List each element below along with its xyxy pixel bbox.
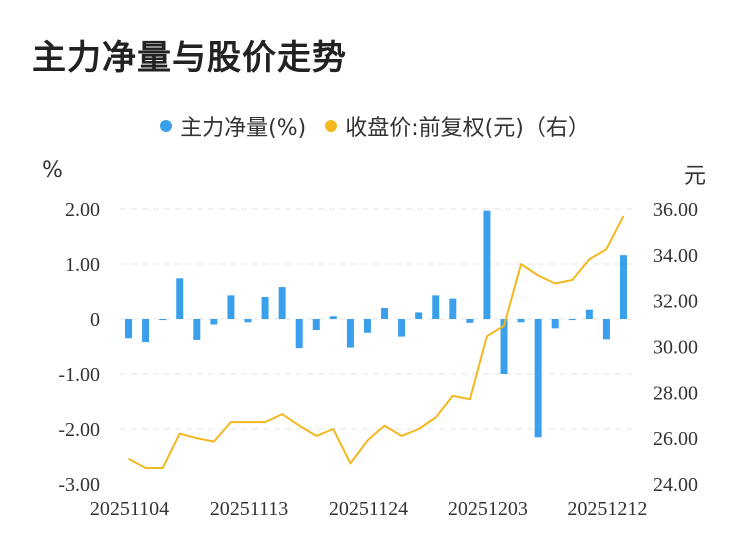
legend: 主力净量(%) 收盘价:前复权(元)（右） [0,110,750,142]
legend-label-close-price: 收盘价:前复权(元)（右） [345,116,590,141]
legend-item-net-volume[interactable]: 主力净量(%) [160,110,306,142]
bar [602,319,610,340]
bar [534,319,542,438]
legend-label-net-volume: 主力净量(%) [180,116,307,141]
x-tick-label: 20251104 [90,498,169,520]
right-tick-label: 32.00 [653,291,698,313]
bar [278,287,286,319]
x-tick-label: 20251124 [329,498,408,520]
bar [210,319,218,325]
legend-item-close-price[interactable]: 收盘价:前复权(元)（右） [325,110,590,142]
right-tick-label: 24.00 [653,474,698,496]
bar [329,316,337,319]
right-axis-unit: 元 [684,164,707,189]
bar [193,319,201,340]
bar [432,295,440,319]
bar [244,319,252,323]
left-tick-label: -3.00 [58,474,100,496]
left-tick-label: -2.00 [58,419,100,441]
left-tick-label: 0 [90,309,100,331]
x-tick-label: 20251113 [210,498,289,520]
price-line [128,215,625,469]
bar [227,295,235,319]
bar [415,312,423,319]
bar [466,319,474,323]
left-tick-label: 1.00 [65,254,100,276]
bar [125,319,133,339]
right-tick-label: 36.00 [653,199,698,221]
bar [568,319,576,321]
bar [176,278,184,319]
right-tick-label: 26.00 [653,428,698,450]
bar [500,319,508,374]
left-tick-label: 2.00 [65,199,100,221]
bar [295,319,303,349]
bar [142,319,150,343]
left-tick-label: -1.00 [58,364,100,386]
bar [159,319,167,321]
x-tick-label: 20251203 [448,498,528,520]
bar [449,298,457,319]
bar [517,319,525,323]
bar [261,297,269,319]
bar [363,319,371,333]
right-tick-label: 28.00 [653,382,698,404]
legend-dot-net-volume [160,120,173,132]
bar [381,308,389,319]
bar [398,319,406,337]
right-tick-label: 34.00 [653,245,698,267]
bar [619,255,627,319]
x-tick-label: 20251212 [567,498,647,520]
bar [483,210,491,319]
bar [585,309,593,319]
bar [312,319,320,330]
chart-title: 主力净量与股价走势 [32,38,347,78]
bar [346,319,354,348]
left-axis-unit: % [42,158,63,183]
right-tick-label: 30.00 [653,337,698,359]
bar [551,319,559,329]
legend-dot-close-price [325,120,338,132]
